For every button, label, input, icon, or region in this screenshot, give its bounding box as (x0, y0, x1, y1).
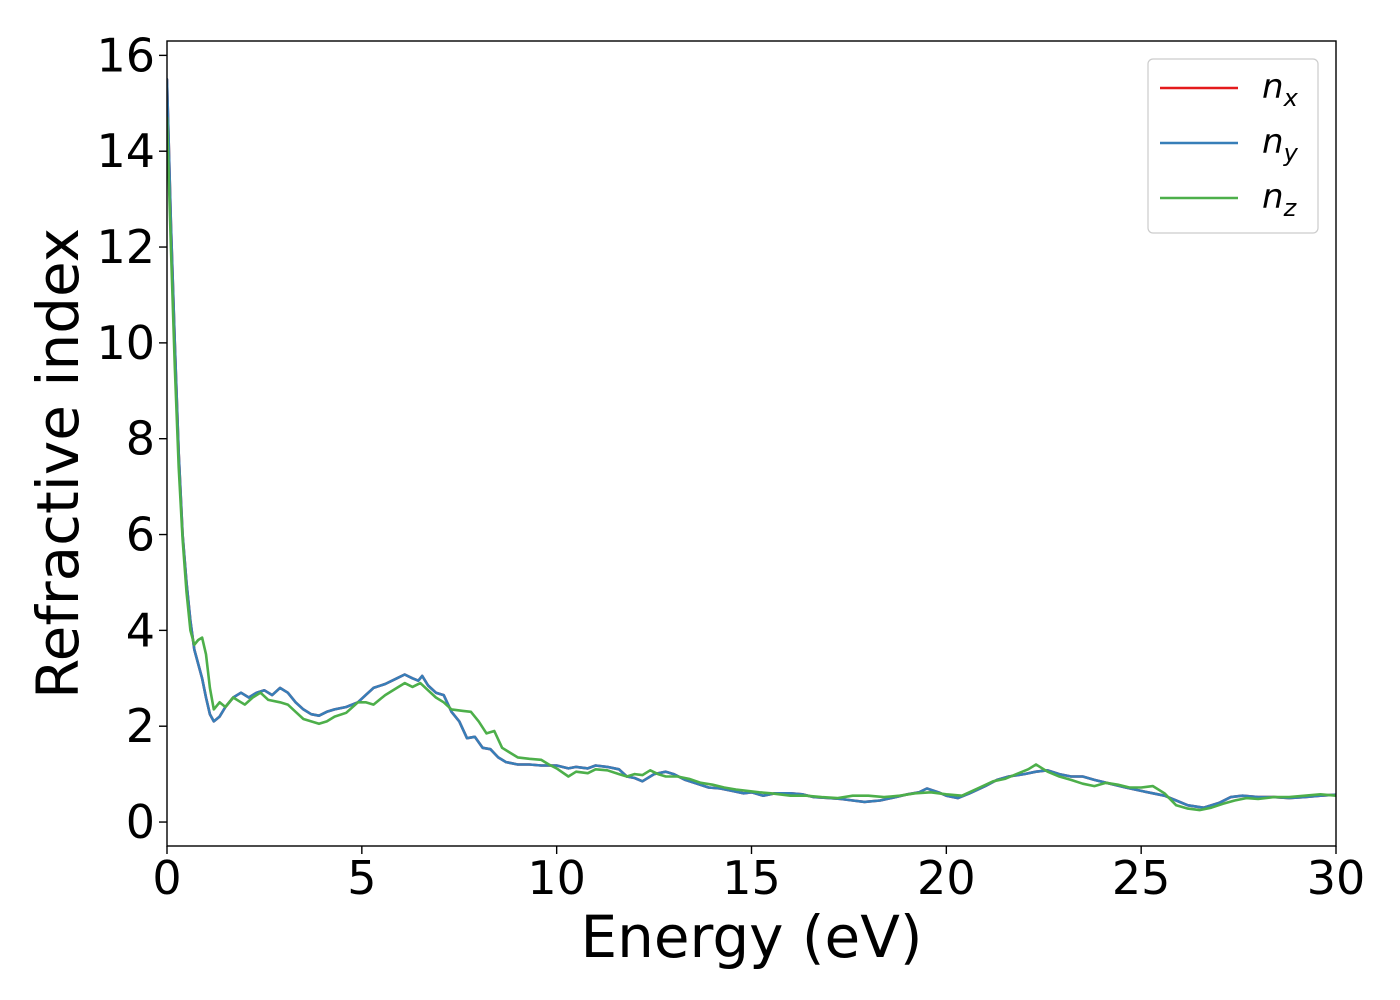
x-tick-label: 20 (917, 851, 976, 905)
legend-label-y: ny (1262, 122, 1299, 167)
y-tick-label: 0 (126, 795, 155, 849)
series-layer (167, 78, 1336, 812)
x-tick-label: 10 (527, 851, 586, 905)
x-axis-title: Energy (eV) (580, 903, 922, 971)
x-tick-label: 25 (1112, 851, 1171, 905)
y-tick-label: 16 (96, 28, 155, 82)
plot-frame (166, 40, 1337, 847)
legend-frame (1147, 58, 1319, 234)
y-tick-label: 2 (126, 699, 155, 753)
x-tick-label: 0 (152, 851, 181, 905)
y-tick-label: 10 (96, 316, 155, 370)
series-line-y (167, 78, 1336, 809)
y-tick-label: 14 (96, 124, 155, 178)
x-tick-label: 15 (722, 851, 781, 905)
y-tick-label: 12 (96, 220, 155, 274)
y-tick-label: 4 (126, 603, 155, 657)
y-tick-label: 6 (126, 508, 155, 562)
y-tick-label: 8 (126, 412, 155, 466)
y-axis-title: Refractive index (24, 228, 92, 699)
x-tick-label: 30 (1307, 851, 1366, 905)
x-tick-label: 5 (347, 851, 376, 905)
tick-layer: 0 5 10 15 20 25 30 0 2 4 6 8 10 12 14 16 (96, 28, 1365, 905)
series-line-z (167, 116, 1336, 812)
